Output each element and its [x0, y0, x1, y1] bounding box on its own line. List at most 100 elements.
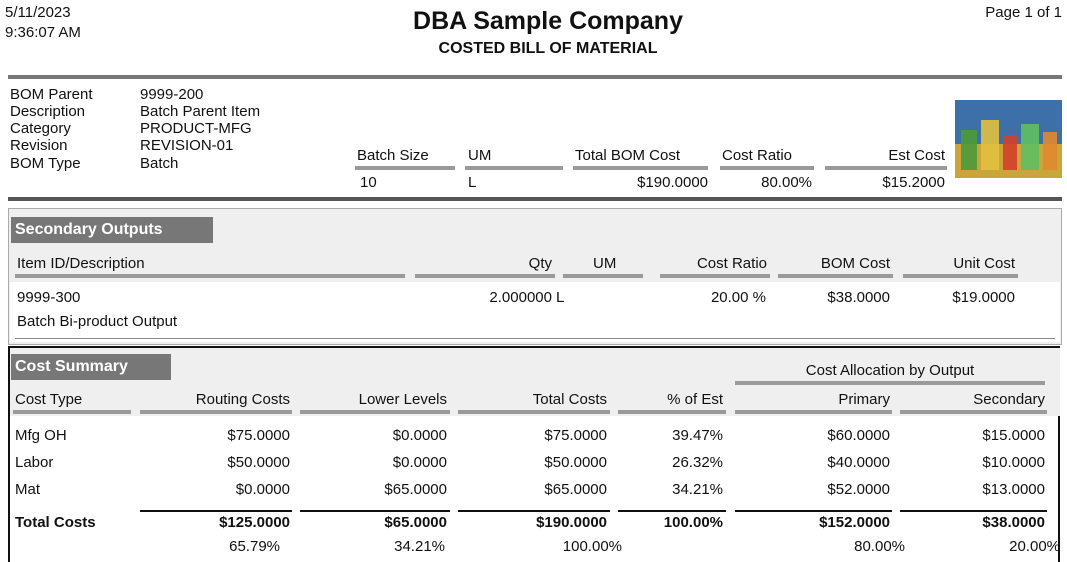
qty: 2.000000	[489, 289, 552, 307]
total-percent: 65.79%	[229, 538, 280, 556]
product-image	[955, 100, 1062, 178]
total-percent: 100.00%	[563, 538, 622, 556]
item-description: Batch Bi-product Output	[17, 313, 177, 331]
cost-cell: $0.0000	[393, 427, 447, 445]
total-rule	[735, 510, 892, 512]
report-date: 5/11/2023	[5, 4, 71, 22]
cost-cell: 39.47%	[672, 427, 723, 445]
total-cell: $152.0000	[819, 514, 890, 532]
cost-cell: $10.0000	[982, 454, 1045, 472]
column-underline	[458, 410, 610, 414]
um: L	[556, 289, 564, 307]
column-value: $15.2000	[882, 174, 945, 192]
column-header: % of Est	[667, 391, 723, 409]
column-header: Est Cost	[888, 147, 945, 165]
cost-cell: $15.0000	[982, 427, 1045, 445]
column-header: Routing Costs	[196, 391, 290, 409]
total-cell: $190.0000	[536, 514, 607, 532]
column-underline	[563, 274, 643, 278]
column-header: Batch Size	[357, 147, 429, 165]
unit-cost: $19.0000	[952, 289, 1015, 307]
column-underline	[13, 410, 131, 414]
cost-cell: $75.0000	[544, 427, 607, 445]
report-page: 5/11/2023 9:36:07 AM DBA Sample Company …	[0, 0, 1067, 562]
cost-cell: $75.0000	[227, 427, 290, 445]
total-cell: $125.0000	[219, 514, 290, 532]
section-title: Secondary Outputs	[11, 217, 213, 243]
bom-cost: $38.0000	[827, 289, 890, 307]
total-percent: 20.00%	[1009, 538, 1060, 556]
column-underline	[903, 274, 1018, 278]
cost-cell: $0.0000	[236, 481, 290, 499]
column-underline	[465, 166, 563, 170]
company-title: DBA Sample Company	[348, 6, 748, 36]
column-value: L	[468, 174, 476, 192]
column-header: Cost Ratio	[697, 255, 767, 273]
column-header: Total Costs	[533, 391, 607, 409]
column-underline	[573, 166, 708, 170]
total-percent: 34.21%	[394, 538, 445, 556]
cost-cell: $40.0000	[827, 454, 890, 472]
column-header: Unit Cost	[953, 255, 1015, 273]
total-cell: $65.0000	[384, 514, 447, 532]
total-rule	[618, 510, 726, 512]
section-title: Cost Summary	[11, 354, 171, 380]
field-label: BOM Parent	[10, 86, 93, 104]
field-value: 9999-200	[140, 86, 203, 104]
column-underline	[300, 410, 450, 414]
field-label: Revision	[10, 137, 68, 155]
column-value: $190.0000	[637, 174, 708, 192]
cost-type: Labor	[15, 454, 53, 472]
column-header: Total BOM Cost	[575, 147, 680, 165]
report-subtitle: COSTED BILL OF MATERIAL	[348, 40, 748, 58]
cost-cell: $13.0000	[982, 481, 1045, 499]
column-header: Cost Ratio	[722, 147, 792, 165]
column-header: Item ID/Description	[17, 255, 145, 273]
column-header: Cost Type	[15, 391, 82, 409]
total-rule	[300, 510, 450, 512]
column-header: UM	[468, 147, 491, 165]
total-rule	[458, 510, 610, 512]
column-underline	[660, 274, 770, 278]
field-value: Batch	[140, 155, 178, 173]
column-underline	[140, 410, 292, 414]
total-cell: 100.00%	[664, 514, 723, 532]
column-value: 10	[360, 174, 377, 192]
field-label: Category	[10, 120, 71, 138]
field-value: REVISION-01	[140, 137, 233, 155]
column-header: BOM Cost	[821, 255, 890, 273]
cost-type: Mfg OH	[15, 427, 67, 445]
column-underline	[720, 166, 814, 170]
total-percent: 80.00%	[854, 538, 905, 556]
total-cell: $38.0000	[982, 514, 1045, 532]
cost-cell: $60.0000	[827, 427, 890, 445]
column-header: Lower Levels	[359, 391, 447, 409]
cost-cell: $0.0000	[393, 454, 447, 472]
cost-cell: $50.0000	[544, 454, 607, 472]
item-id: 9999-300	[17, 289, 80, 307]
cost-ratio: 20.00 %	[711, 289, 766, 307]
group-underline	[735, 381, 1045, 385]
column-underline	[415, 274, 555, 278]
column-underline	[618, 410, 726, 414]
group-header: Cost Allocation by Output	[735, 362, 1045, 380]
cost-cell: 26.32%	[672, 454, 723, 472]
total-rule	[900, 510, 1047, 512]
output-bottom-rule	[15, 338, 1055, 339]
column-underline	[900, 410, 1047, 414]
field-value: Batch Parent Item	[140, 103, 260, 121]
column-value: 80.00%	[761, 174, 812, 192]
total-label: Total Costs	[15, 514, 96, 532]
field-value: PRODUCT-MFG	[140, 120, 252, 138]
column-header: Qty	[529, 255, 552, 273]
column-underline	[825, 166, 947, 170]
cost-cell: $65.0000	[384, 481, 447, 499]
column-header: Secondary	[973, 391, 1045, 409]
cost-type: Mat	[15, 481, 40, 499]
cost-cell: $50.0000	[227, 454, 290, 472]
column-underline	[355, 166, 455, 170]
field-label: BOM Type	[10, 155, 81, 173]
header-rule	[8, 75, 1062, 79]
column-underline	[15, 274, 405, 278]
column-underline	[735, 410, 892, 414]
